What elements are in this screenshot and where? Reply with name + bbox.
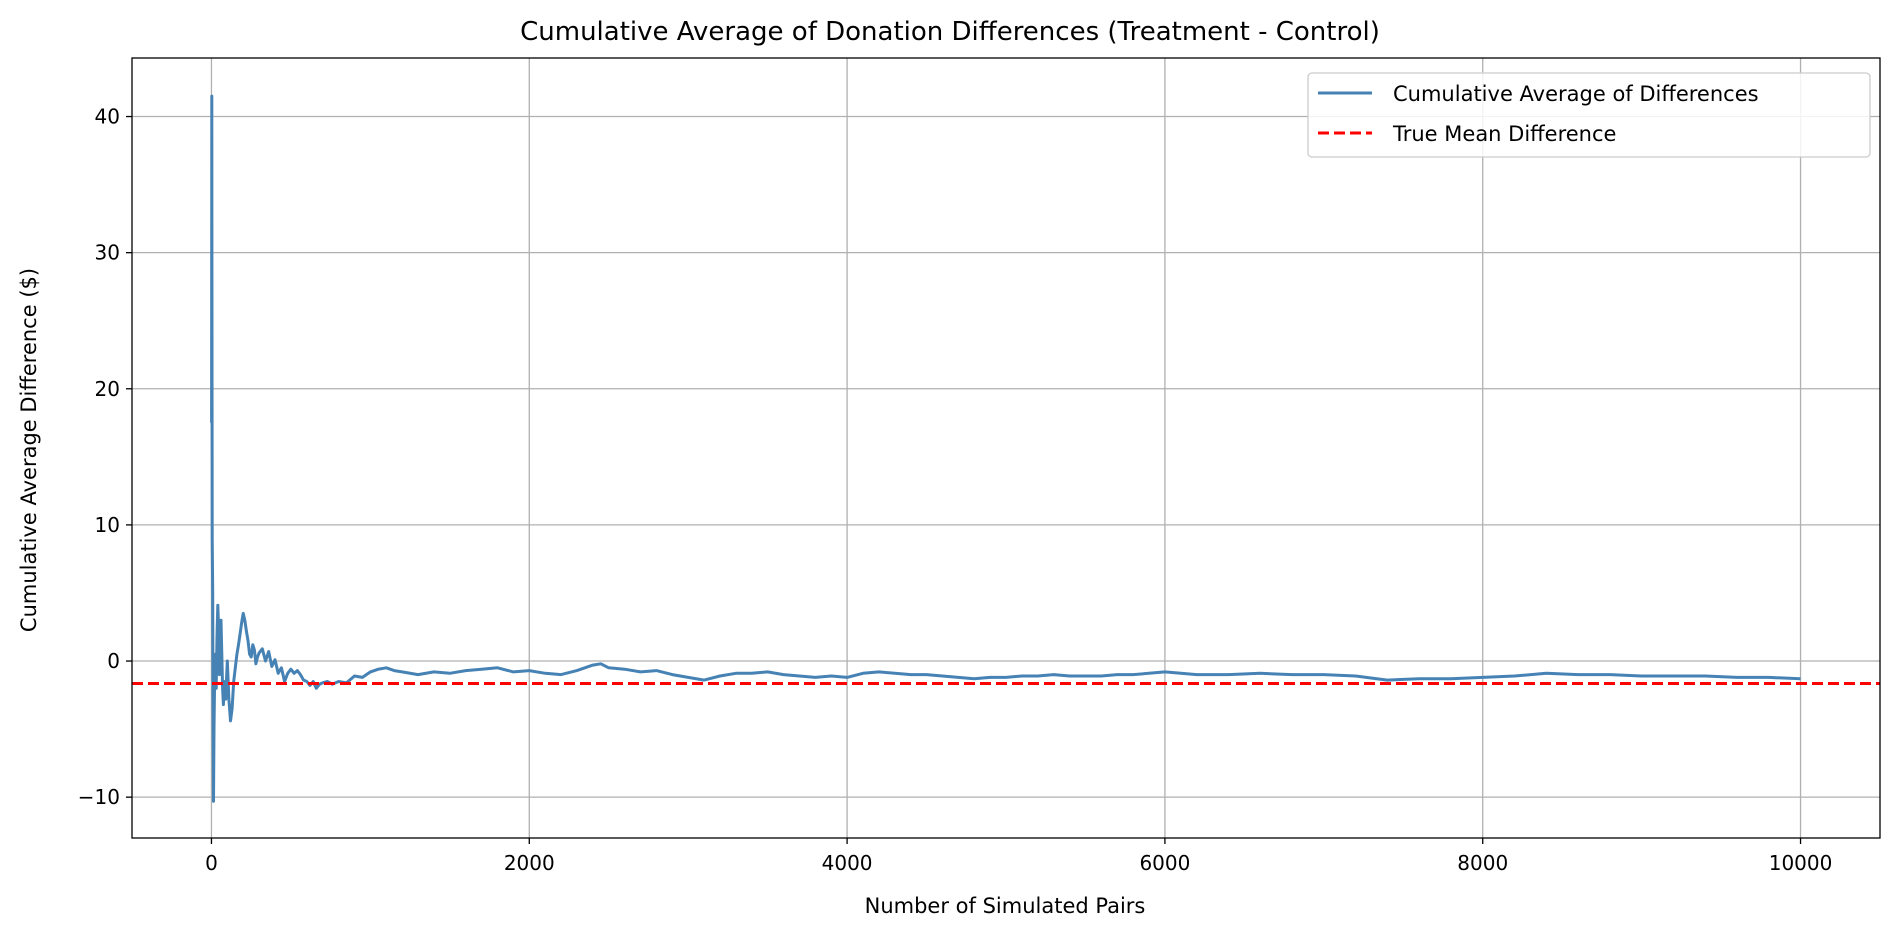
- series-line-cumulative-average: [210, 94, 1801, 803]
- x-axis-label: Number of Simulated Pairs: [865, 894, 1146, 918]
- axis-ticks: 0 2000 4000 6000 8000 10000 −10 0 10 20 30 40: [78, 105, 1833, 875]
- x-tick-label: 10000: [1769, 851, 1833, 875]
- y-tick-label: 40: [95, 105, 120, 129]
- grid: [132, 58, 1880, 838]
- y-tick-label: 20: [95, 377, 120, 401]
- x-tick-label: 0: [205, 851, 218, 875]
- x-tick-label: 4000: [822, 851, 873, 875]
- legend: Cumulative Average of Differences True M…: [1307, 72, 1871, 158]
- x-tick-label: 8000: [1457, 851, 1508, 875]
- plot-area: [132, 94, 1880, 803]
- y-tick-label: 10: [95, 513, 120, 537]
- plot-frame: [131, 57, 1881, 839]
- x-tick-label: 2000: [504, 851, 555, 875]
- y-tick-label: 0: [107, 649, 120, 673]
- legend-entry-series-line: Cumulative Average of Differences: [1393, 82, 1759, 106]
- y-tick-label: 30: [95, 241, 120, 265]
- y-axis-label: Cumulative Average Difference ($): [17, 268, 41, 632]
- legend-entry-true-mean: True Mean Difference: [1392, 122, 1616, 146]
- chart-title: Cumulative Average of Donation Differenc…: [520, 17, 1380, 47]
- legend-frame: [1307, 72, 1871, 158]
- y-tick-label: −10: [78, 785, 120, 809]
- x-tick-label: 6000: [1139, 851, 1190, 875]
